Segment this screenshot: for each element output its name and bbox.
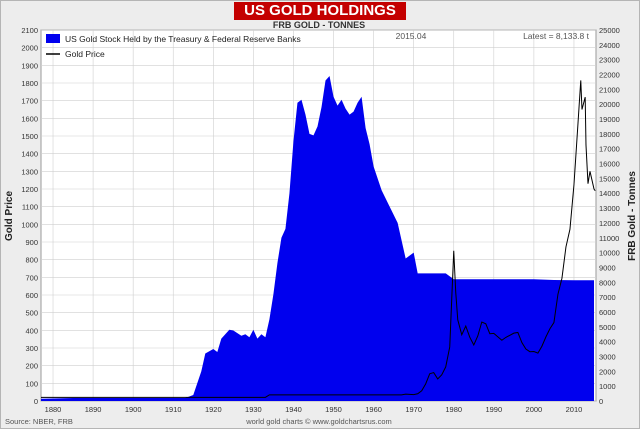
x-tick-label: 1880 — [45, 405, 62, 414]
x-tick-label: 1940 — [285, 405, 302, 414]
legend-label-line: Gold Price — [65, 49, 105, 59]
credit-note: world gold charts © www.goldchartsrus.co… — [245, 417, 392, 426]
right-tick-label: 18000 — [599, 130, 620, 139]
right-tick-label: 5000 — [599, 323, 616, 332]
x-tick-label: 1930 — [245, 405, 262, 414]
chart-title: US GOLD HOLDINGS — [234, 2, 406, 20]
right-tick-label: 12000 — [599, 219, 620, 228]
x-tick-label: 1890 — [85, 405, 102, 414]
right-tick-label: 24000 — [599, 41, 620, 50]
left-tick-label: 0 — [34, 397, 38, 406]
left-tick-label: 800 — [25, 256, 38, 265]
left-tick-label: 1800 — [21, 79, 38, 88]
x-tick-label: 2000 — [526, 405, 543, 414]
left-tick-label: 1400 — [21, 150, 38, 159]
right-tick-label: 1000 — [599, 382, 616, 391]
legend-label-area: US Gold Stock Held by the Treasury & Fed… — [65, 34, 301, 44]
left-tick-label: 600 — [25, 291, 38, 300]
right-tick-label: 6000 — [599, 308, 616, 317]
left-tick-label: 1500 — [21, 132, 38, 141]
right-axis-title: FRB Gold - Tonnes — [627, 171, 638, 261]
left-tick-label: 400 — [25, 326, 38, 335]
right-tick-label: 3000 — [599, 352, 616, 361]
right-tick-label: 0 — [599, 397, 603, 406]
right-tick-label: 22000 — [599, 71, 620, 80]
chart-subtitle: FRB GOLD - TONNES — [273, 20, 365, 30]
right-tick-label: 13000 — [599, 204, 620, 213]
data-marks — [41, 76, 596, 401]
x-tick-label: 1960 — [365, 405, 382, 414]
x-tick-label: 1900 — [125, 405, 142, 414]
x-tick-label: 1910 — [165, 405, 182, 414]
left-tick-label: 1200 — [21, 185, 38, 194]
right-tick-label: 10000 — [599, 249, 620, 258]
right-tick-label: 15000 — [599, 174, 620, 183]
right-tick-label: 25000 — [599, 26, 620, 35]
source-note: Source: NBER, FRB — [5, 417, 73, 426]
axes: 0 100 200 300 400 500 600 700 800 900 1000 1100 1200… — [21, 26, 620, 414]
left-tick-label: 1000 — [21, 220, 38, 229]
left-tick-label: 500 — [25, 309, 38, 318]
legend-swatch-area — [46, 34, 60, 43]
gold-stock-area — [41, 76, 594, 401]
right-tick-label: 20000 — [599, 100, 620, 109]
right-tick-label: 19000 — [599, 115, 620, 124]
gold-price-line — [41, 80, 596, 398]
right-tick-label: 11000 — [599, 234, 619, 243]
right-tick-label: 16000 — [599, 160, 620, 169]
left-tick-label: 1100 — [22, 203, 38, 212]
left-axis-title: Gold Price — [4, 191, 15, 241]
x-tick-label: 1950 — [325, 405, 342, 414]
x-tick-label: 2010 — [566, 405, 583, 414]
left-tick-label: 700 — [25, 273, 38, 282]
right-tick-label: 4000 — [599, 338, 616, 347]
left-tick-label: 1600 — [21, 114, 38, 123]
left-tick-label: 2000 — [21, 44, 38, 53]
right-tick-label: 17000 — [599, 145, 620, 154]
left-tick-label: 300 — [25, 344, 38, 353]
x-tick-label: 1980 — [445, 405, 462, 414]
right-tick-label: 7000 — [599, 293, 616, 302]
right-tick-label: 23000 — [599, 56, 620, 65]
left-tick-label: 900 — [25, 238, 38, 247]
right-tick-label: 2000 — [599, 367, 616, 376]
right-tick-label: 21000 — [599, 85, 620, 94]
left-tick-label: 100 — [25, 379, 38, 388]
date-label: 2015.04 — [396, 31, 427, 41]
left-tick-label: 200 — [25, 362, 38, 371]
left-tick-label: 2100 — [21, 26, 38, 35]
left-tick-label: 1700 — [21, 97, 38, 106]
x-tick-label: 1920 — [205, 405, 222, 414]
right-tick-label: 9000 — [599, 263, 616, 272]
right-tick-label: 14000 — [599, 189, 620, 198]
x-tick-label: 1990 — [485, 405, 502, 414]
x-tick-label: 1970 — [405, 405, 422, 414]
latest-label: Latest = 8,133.8 t — [523, 31, 590, 41]
chart-title-bar: US GOLD HOLDINGS — [1, 1, 639, 20]
left-tick-label: 1900 — [21, 61, 38, 70]
left-tick-label: 1300 — [21, 167, 38, 176]
right-tick-label: 8000 — [599, 278, 616, 287]
